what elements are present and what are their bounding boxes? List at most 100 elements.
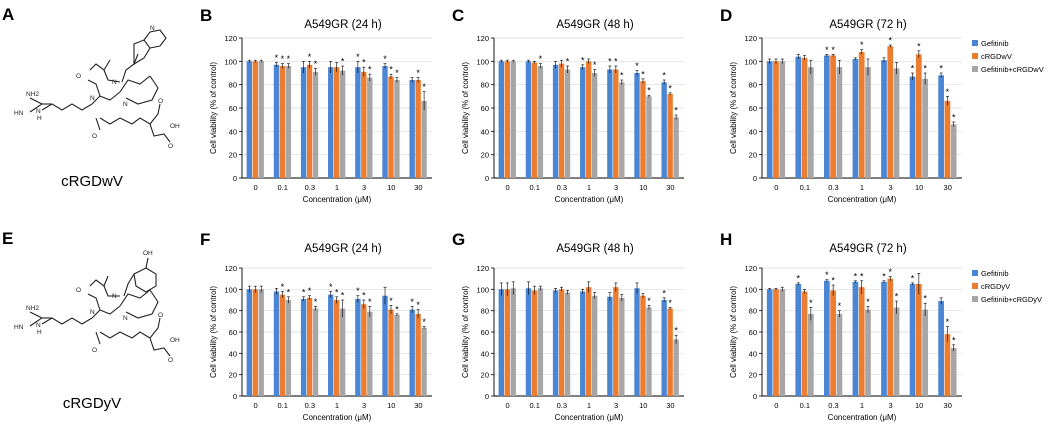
bar (558, 63, 565, 178)
bar (279, 66, 286, 178)
significance-marker: * (635, 61, 639, 71)
x-tick-label: 1 (335, 401, 339, 410)
bar (586, 61, 592, 179)
y-tick-label: 120 (476, 264, 489, 273)
bar (586, 287, 592, 396)
significance-marker: * (668, 83, 672, 93)
bar (564, 292, 571, 396)
y-tick-label: 20 (749, 151, 757, 160)
svg-text:OH: OH (170, 337, 180, 344)
y-tick-label: 100 (224, 285, 237, 294)
svg-text:OH: OH (143, 250, 153, 257)
y-tick-label: 60 (229, 104, 237, 113)
bar (537, 288, 544, 396)
bar (504, 61, 510, 179)
significance-marker: * (416, 300, 420, 310)
svg-text:O: O (76, 287, 81, 294)
bar (273, 64, 280, 178)
x-tick-label: 30 (414, 401, 422, 410)
y-tick-label: 120 (476, 34, 489, 43)
bar (591, 295, 598, 396)
x-axis-label: Concentration (μM) (555, 413, 624, 422)
significance-marker: * (831, 45, 835, 55)
y-tick-label: 60 (749, 104, 757, 113)
x-tick-label: 0.3 (557, 401, 567, 410)
y-tick-label: 80 (481, 307, 489, 316)
bar (938, 75, 944, 178)
significance-marker: * (860, 271, 864, 281)
significance-marker: * (281, 54, 285, 64)
bar (613, 69, 619, 178)
significance-marker: * (422, 82, 426, 92)
legend-swatch (972, 283, 978, 289)
bar (355, 298, 361, 396)
x-tick-label: 1 (860, 183, 864, 192)
y-tick-label: 120 (744, 34, 757, 43)
significance-marker: * (946, 317, 950, 327)
y-tick-label: 60 (481, 328, 489, 337)
bar (552, 64, 559, 178)
x-axis-label: Concentration (μM) (828, 413, 897, 422)
bar (334, 300, 340, 396)
chart-title: A549GR (24 h) (304, 19, 382, 31)
y-tick-label: 60 (481, 104, 489, 113)
svg-text:O: O (168, 143, 173, 150)
bar (865, 67, 871, 178)
svg-text:O: O (158, 312, 163, 319)
bar (367, 77, 373, 178)
y-tick-label: 0 (485, 174, 489, 183)
y-axis-label: Cell viability (% of control) (209, 286, 218, 378)
panel-letter-e: E (2, 229, 13, 248)
bar (531, 62, 538, 178)
bar (909, 284, 916, 396)
x-tick-label: 10 (387, 401, 395, 410)
x-tick-label: 0.1 (529, 183, 539, 192)
bar (409, 309, 415, 396)
y-tick-label: 0 (753, 174, 757, 183)
significance-marker: * (341, 291, 345, 301)
significance-marker: * (923, 294, 927, 304)
bar (795, 284, 802, 396)
y-tick-label: 100 (224, 57, 237, 66)
y-tick-label: 40 (481, 127, 489, 136)
y-tick-label: 60 (749, 328, 757, 337)
bar (916, 284, 922, 396)
x-tick-label: 0 (505, 183, 509, 192)
legend-label: Gefitinib (981, 269, 1009, 278)
y-tick-label: 120 (224, 264, 237, 273)
bar (916, 54, 922, 179)
y-tick-label: 20 (229, 151, 237, 160)
chart-title: A549GR (72 h) (829, 19, 907, 31)
x-tick-label: 3 (888, 401, 892, 410)
y-tick-label: 20 (481, 371, 489, 380)
svg-text:O: O (92, 133, 97, 140)
bar (300, 67, 307, 178)
significance-marker: * (308, 286, 312, 296)
significance-marker: * (389, 65, 393, 75)
significance-marker: * (287, 54, 291, 64)
significance-marker: * (368, 65, 372, 75)
bar (852, 59, 859, 178)
bar (667, 94, 673, 178)
bar (836, 67, 843, 178)
bar (367, 311, 373, 396)
x-tick-label: 1 (860, 401, 864, 410)
bar (382, 295, 388, 396)
panel-letter-d: D (720, 6, 732, 25)
x-axis-label: Concentration (μM) (303, 413, 372, 422)
significance-marker: * (395, 304, 399, 314)
svg-text:N: N (36, 108, 41, 115)
chart-title: A549GR (48 h) (556, 243, 634, 255)
x-tick-label: 0.3 (305, 401, 315, 410)
x-tick-label: 3 (888, 183, 892, 192)
significance-marker: * (895, 292, 899, 302)
significance-marker: * (889, 36, 893, 46)
significance-marker: * (838, 301, 842, 311)
x-axis-label: Concentration (μM) (828, 195, 897, 204)
significance-marker: * (620, 71, 624, 81)
bar (306, 64, 313, 178)
y-tick-label: 0 (233, 174, 237, 183)
x-tick-label: 1 (335, 183, 339, 192)
